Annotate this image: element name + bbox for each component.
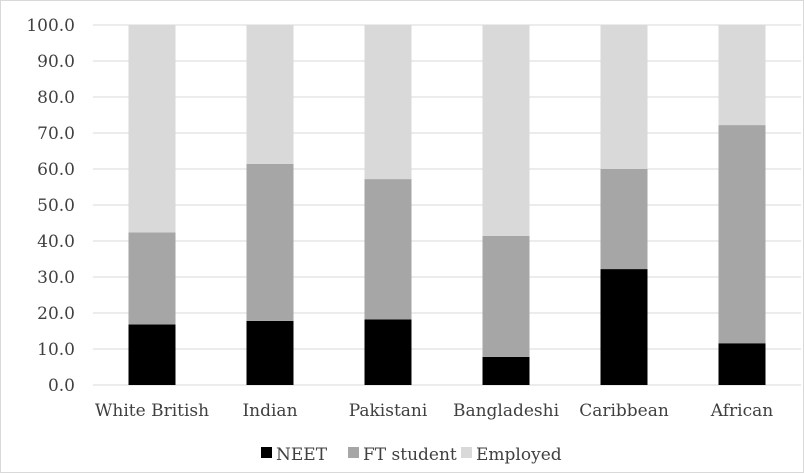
bar-ft-student-bangladeshi [482,235,530,357]
y-tick-label: 50.0 [37,196,75,216]
bars [128,25,766,385]
legend-swatch-employed [461,447,472,458]
y-tick-label: 80.0 [37,88,75,108]
bar-neet-caribbean [600,269,648,385]
legend-swatch-neet [261,447,272,458]
y-tick-label: 40.0 [37,232,75,252]
legend-label: Employed [476,445,562,465]
y-tick-label: 70.0 [37,124,75,144]
y-tick-label: 10.0 [37,340,75,360]
bar-neet-pakistani [364,319,412,385]
legend-swatch-ft-student [348,447,359,458]
bar-employed-caribbean [600,25,648,169]
legend: NEET FT student Employed [261,445,562,465]
bar-employed-indian [246,25,294,164]
x-category-label: Pakistani [349,401,428,421]
y-tick-label: 0.0 [48,376,75,396]
bar-employed-bangladeshi [482,25,530,236]
bar-ft-student-african [718,125,766,344]
bar-neet-white-british [128,324,176,385]
bar-neet-african [718,343,766,385]
bar-employed-african [718,25,766,126]
x-axis: White British Indian Pakistani Bangladeshi C… [95,401,773,421]
y-tick-label: 30.0 [37,268,75,288]
legend-label: FT student [363,445,457,465]
x-category-label: White British [95,401,209,421]
y-tick-label: 60.0 [37,160,75,180]
bar-ft-student-indian [246,163,294,321]
bar-neet-indian [246,320,294,385]
x-category-label: Caribbean [579,401,669,421]
x-category-label: Bangladeshi [453,401,560,421]
bar-ft-student-pakistani [364,179,412,320]
x-category-label: African [710,401,773,421]
bar-employed-pakistani [364,25,412,180]
bar-employed-white-british [128,25,176,233]
y-axis: 0.0 10.0 20.0 30.0 40.0 50.0 60.0 70.0 80.0 90.0 1… [26,16,75,396]
y-tick-label: 100.0 [26,16,75,36]
y-tick-label: 90.0 [37,52,75,72]
bar-ft-student-caribbean [600,169,648,270]
gridlines [93,24,801,386]
bar-neet-bangladeshi [482,356,530,385]
legend-label: NEET [276,445,328,465]
x-category-label: Indian [242,401,297,421]
y-tick-label: 20.0 [37,304,75,324]
bar-ft-student-white-british [128,232,176,325]
